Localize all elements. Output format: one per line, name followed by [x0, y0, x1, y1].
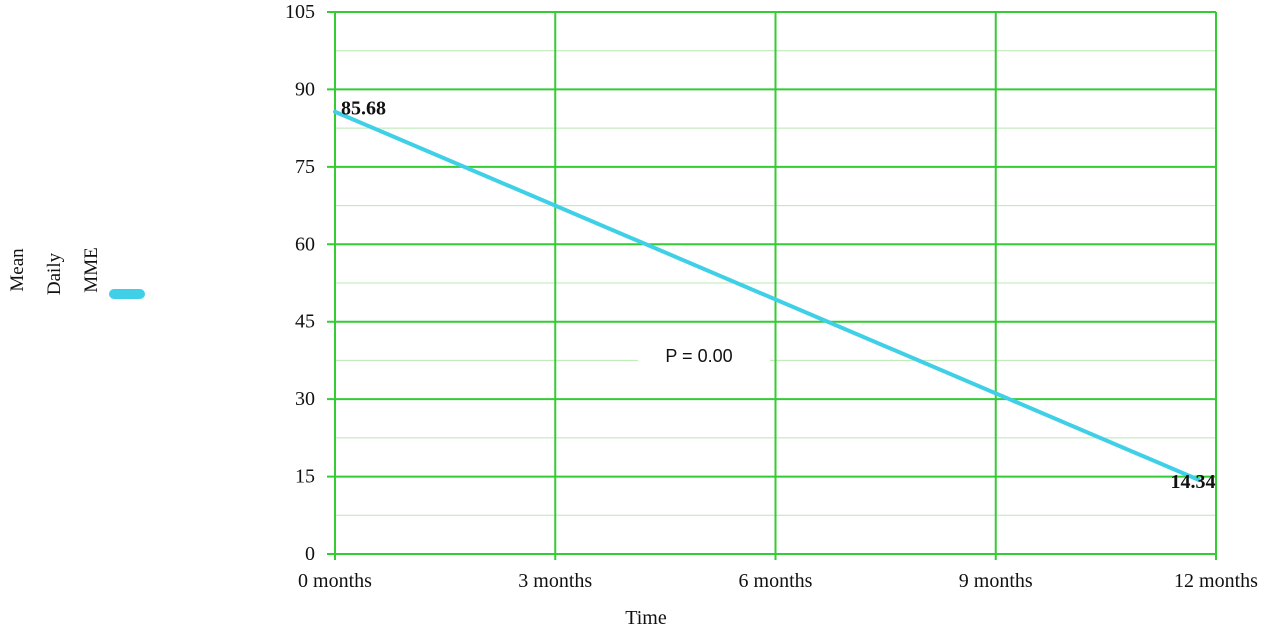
x-axis-ticks: 0 months 3 months 6 months 9 months 12 month… [298, 570, 1258, 592]
data-label: 85.68 [341, 98, 386, 120]
legend-swatch [109, 289, 145, 299]
y-axis-ticks: 0 15 30 45 60 75 90 105 [285, 1, 315, 565]
x-axis-title: Time [625, 607, 667, 629]
legend-label-line-3: MME [81, 247, 102, 292]
y-tick-label: 60 [295, 233, 315, 255]
y-tick-label: 75 [295, 156, 315, 178]
x-tick-label: 0 months [298, 570, 372, 592]
y-tick-label: 105 [285, 1, 315, 23]
x-tick-label: 3 months [518, 570, 592, 592]
annotation-background [638, 341, 770, 371]
y-tick-label: 0 [305, 543, 315, 565]
legend-label-line-2: Daily [44, 252, 65, 295]
legend: Mean Daily MME [7, 247, 145, 299]
x-tick-label: 6 months [739, 570, 813, 592]
y-tick-label: 15 [295, 466, 315, 488]
legend-label-line-1: Mean [7, 248, 28, 292]
x-tick-label: 12 months [1174, 570, 1258, 592]
y-tick-label: 45 [295, 311, 315, 333]
y-tick-label: 90 [295, 78, 315, 100]
series-layer: 85.68 14.34 [333, 98, 1216, 493]
p-value-annotation: P = 0.00 [665, 346, 732, 366]
y-tick-label: 30 [295, 388, 315, 410]
x-tick-label: 9 months [959, 570, 1033, 592]
major-grid [327, 11, 1217, 560]
data-label: 14.34 [1171, 471, 1216, 493]
series-line [333, 109, 1201, 482]
